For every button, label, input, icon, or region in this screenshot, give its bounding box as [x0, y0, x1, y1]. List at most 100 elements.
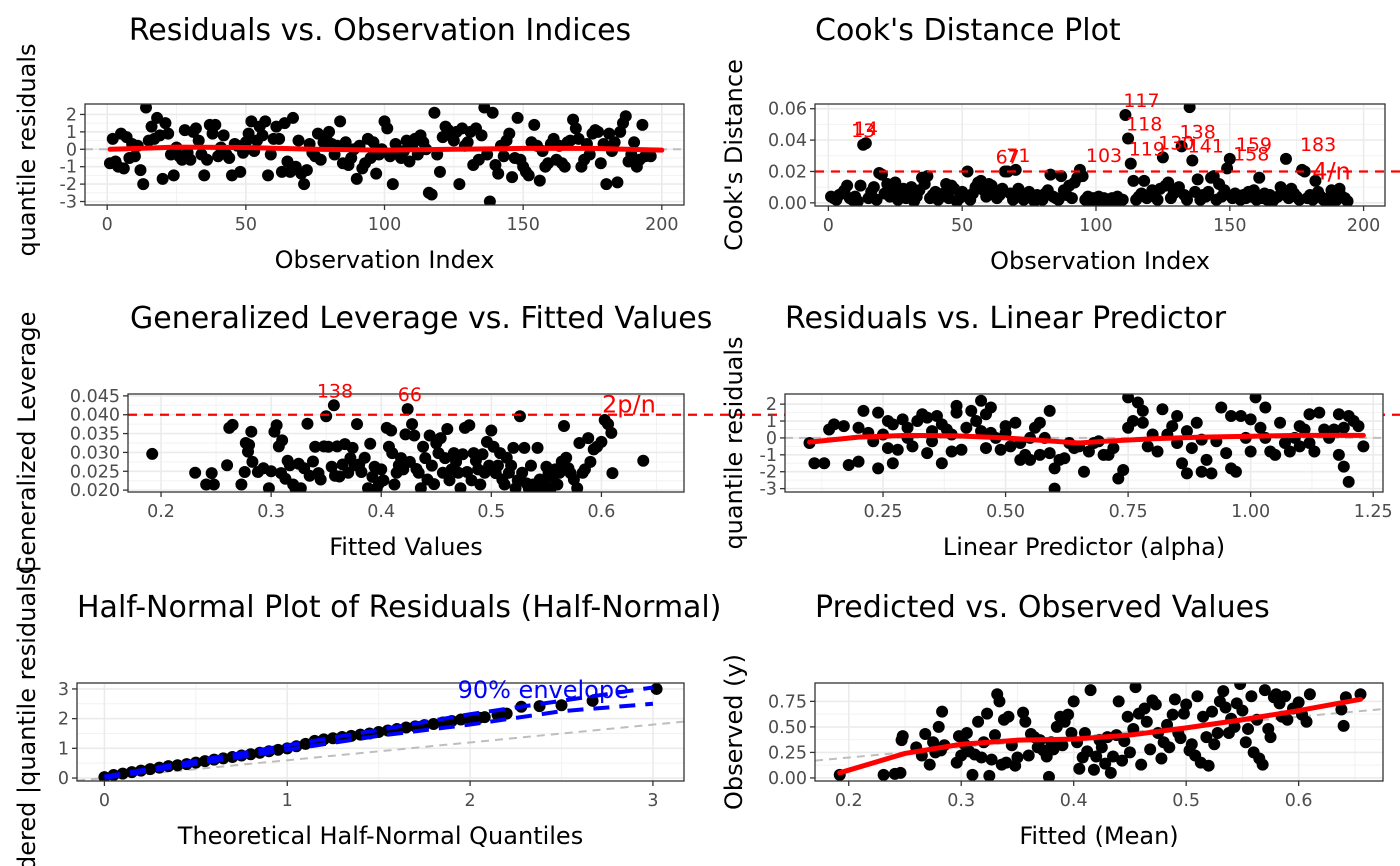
data-point	[1234, 409, 1247, 422]
data-point	[1047, 743, 1060, 756]
data-point	[377, 474, 390, 487]
data-point	[327, 399, 340, 412]
data-point	[314, 153, 327, 166]
panel-title: Predicted vs. Observed Values	[815, 590, 1270, 625]
data-point	[932, 720, 945, 733]
data-point	[1043, 447, 1056, 460]
data-point	[1215, 401, 1228, 414]
data-point	[988, 729, 1001, 742]
data-point	[474, 478, 487, 491]
data-point	[1279, 690, 1292, 703]
y-tick-label: 0.045	[70, 387, 120, 407]
data-point	[877, 768, 890, 781]
data-point	[159, 117, 172, 130]
data-point	[1202, 185, 1215, 198]
data-point	[1095, 741, 1108, 754]
smooth-line	[807, 432, 1366, 446]
data-point	[140, 104, 153, 114]
data-point	[1129, 683, 1142, 694]
data-point	[1017, 706, 1030, 719]
data-point	[1195, 465, 1208, 478]
data-point	[301, 417, 314, 430]
panel-title: Residuals vs. Linear Predictor	[785, 301, 1227, 336]
data-point	[137, 178, 150, 191]
data-point	[619, 110, 632, 123]
data-point	[497, 150, 510, 163]
data-point	[454, 482, 467, 492]
data-point	[400, 721, 413, 734]
panel-title: Generalized Leverage vs. Fitted Values	[130, 301, 712, 336]
data-point	[656, 0, 668, 6]
data-point	[636, 118, 649, 131]
data-point	[381, 122, 394, 135]
y-tick-label: 0.00	[768, 194, 807, 214]
data-point	[1327, 423, 1340, 436]
y-tick-label: 1	[58, 739, 69, 759]
plot-marks	[815, 683, 1383, 781]
data-point	[453, 178, 466, 191]
x-tick-label: 150	[506, 215, 539, 235]
data-point	[1205, 467, 1218, 480]
data-point	[1335, 703, 1348, 716]
y-tick-label: 0.025	[70, 462, 120, 482]
data-point	[1355, 0, 1367, 6]
point-label: 103	[1086, 145, 1122, 167]
data-point	[156, 172, 169, 185]
data-point	[506, 171, 519, 184]
data-point	[275, 165, 288, 178]
point-label: 141	[1188, 135, 1224, 157]
data-point	[808, 457, 821, 470]
data-point	[818, 457, 831, 470]
data-point	[433, 165, 446, 178]
plot-marks	[85, 104, 684, 205]
y-tick-label: 0.020	[70, 481, 120, 501]
y-tick-label: 2	[766, 395, 777, 415]
data-point	[167, 169, 180, 182]
data-point	[386, 178, 399, 191]
data-point	[1347, 0, 1359, 6]
data-point	[1127, 415, 1140, 428]
x-axis-label: Fitted Values	[329, 533, 483, 561]
data-point	[1303, 688, 1316, 701]
data-point	[476, 448, 489, 461]
y-tick-label: 0	[66, 140, 77, 160]
data-point	[425, 188, 438, 201]
data-point	[600, 178, 613, 191]
data-point	[1256, 758, 1269, 771]
data-point	[852, 421, 865, 434]
data-point	[1141, 440, 1154, 453]
x-axis-label: Fitted (Mean)	[1019, 822, 1178, 850]
data-point	[1283, 445, 1296, 458]
data-point	[262, 482, 275, 492]
data-point	[1033, 416, 1046, 429]
data-point	[985, 753, 998, 766]
data-point	[1229, 465, 1242, 478]
data-point	[1175, 140, 1188, 153]
data-point	[1144, 743, 1157, 756]
data-point	[837, 420, 850, 433]
y-axis-label: Ordered |quantile residuals|	[13, 565, 41, 866]
data-point	[205, 467, 218, 480]
data-point	[1166, 708, 1179, 721]
threshold-label: 4/n	[1312, 157, 1351, 185]
panel-border	[127, 393, 685, 493]
data-point	[483, 195, 496, 205]
data-point	[1011, 751, 1024, 764]
point-label: 117	[1123, 90, 1159, 112]
data-point	[1225, 409, 1238, 422]
data-point	[259, 115, 272, 128]
data-point	[1058, 452, 1071, 465]
y-tick-label: 0.035	[70, 425, 120, 445]
data-point	[906, 440, 919, 453]
point-label: 71	[1006, 145, 1030, 167]
data-point	[981, 707, 994, 720]
data-point	[309, 440, 322, 453]
data-point	[1087, 763, 1100, 776]
data-point	[975, 425, 988, 438]
data-point	[955, 443, 968, 456]
data-point	[427, 717, 440, 730]
data-point	[1156, 151, 1169, 164]
data-point	[425, 459, 438, 472]
point-label: 67	[996, 146, 1020, 168]
data-point	[1185, 738, 1198, 751]
